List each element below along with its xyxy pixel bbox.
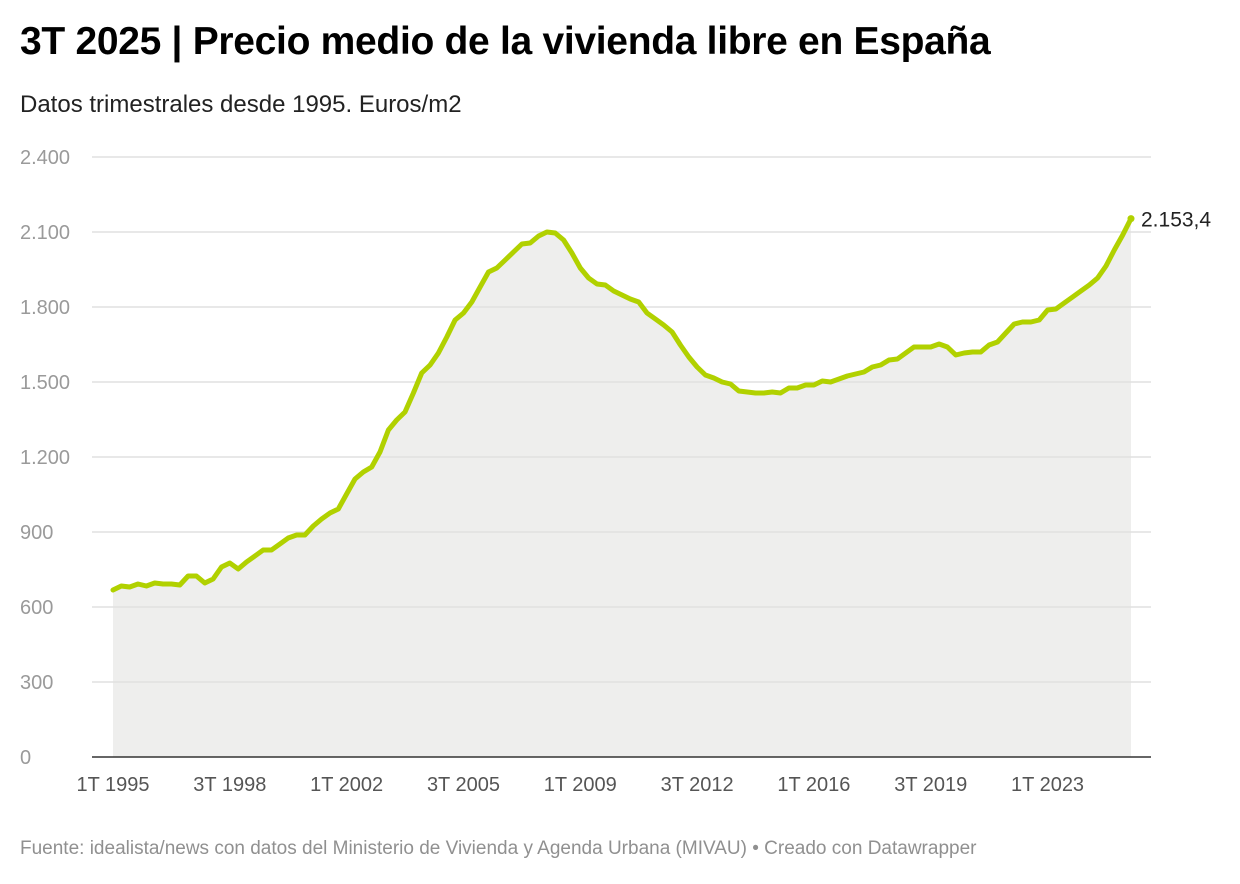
end-point-marker xyxy=(1127,215,1135,223)
y-tick-label: 1.800 xyxy=(20,297,70,319)
x-tick-label: 1T 2023 xyxy=(1011,774,1084,796)
area-fill xyxy=(113,218,1131,758)
y-tick-label: 0 xyxy=(20,747,31,769)
x-tick-label: 3T 1998 xyxy=(193,774,266,796)
y-tick-label: 2.400 xyxy=(20,147,70,169)
y-tick-label: 900 xyxy=(20,522,53,544)
x-tick-label: 1T 2009 xyxy=(544,774,617,796)
price-line xyxy=(110,216,1134,593)
chart-subtitle: Datos trimestrales desde 1995. Euros/m2 xyxy=(20,91,462,118)
x-tick-label: 3T 2012 xyxy=(661,774,734,796)
x-tick-label: 1T 2002 xyxy=(310,774,383,796)
y-tick-label: 1.500 xyxy=(20,372,70,394)
y-tick-label: 2.100 xyxy=(20,222,70,244)
end-value-label: 2.153,4 xyxy=(1141,209,1211,232)
x-tick-label: 3T 2005 xyxy=(427,774,500,796)
x-tick-label: 1T 1995 xyxy=(76,774,149,796)
y-tick-label: 600 xyxy=(20,597,53,619)
y-tick-label: 300 xyxy=(20,672,53,694)
x-tick-label: 1T 2016 xyxy=(777,774,850,796)
source-footer: Fuente: idealista/news con datos del Min… xyxy=(20,838,977,859)
x-tick-label: 3T 2019 xyxy=(894,774,967,796)
y-tick-label: 1.200 xyxy=(20,447,70,469)
chart-title: 3T 2025 | Precio medio de la vivienda li… xyxy=(20,20,991,63)
